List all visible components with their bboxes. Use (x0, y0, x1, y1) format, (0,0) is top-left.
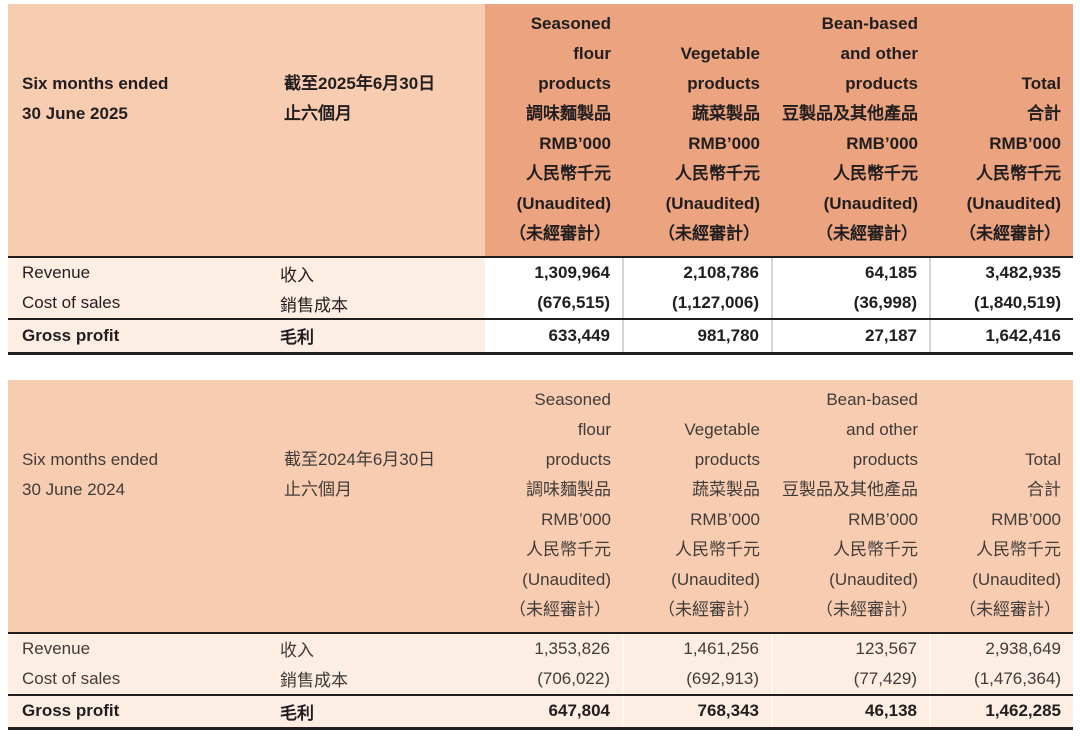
period-label-zh: 截至2025年6月30日 止六個月 (270, 4, 485, 258)
period-zh-line2: 止六個月 (284, 479, 352, 499)
period-en-line1: Six months ended (22, 449, 159, 469)
table-row-cost-of-sales: Cost of sales 銷售成本 (706,022) (692,913) (… (8, 663, 1073, 696)
cell-value: (1,840,519) (929, 288, 1073, 320)
cell-value: 633,449 (485, 319, 623, 355)
period-en-line2: 30 June 2024 (22, 479, 126, 499)
period-zh-line1: 截至2024年6月30日 (284, 449, 436, 469)
cell-value: 3,482,935 (929, 257, 1073, 288)
period-zh-line2: 止六個月 (284, 104, 352, 123)
cell-value: (77,429) (771, 663, 930, 696)
cell-value: 981,780 (622, 319, 772, 355)
cell-value: 768,343 (622, 694, 772, 730)
table-row-revenue: Revenue 收入 1,309,964 2,108,786 64,185 3,… (8, 257, 1073, 288)
cell-value: 1,353,826 (485, 632, 623, 664)
cell-value: (676,515) (485, 288, 623, 320)
row-label-en: Cost of sales (8, 663, 270, 696)
cell-value: 1,462,285 (929, 694, 1073, 730)
column-header-bean-based-products: Bean-based and other products 豆製品及其他產品 R… (772, 379, 930, 634)
cell-value: (1,476,364) (929, 663, 1073, 696)
period-label-en: Six months ended 30 June 2024 (8, 379, 270, 634)
cell-value: 1,309,964 (485, 257, 623, 288)
cell-value: (692,913) (622, 663, 772, 696)
row-label-en: Revenue (8, 632, 270, 664)
row-label-en: Gross profit (8, 319, 270, 355)
table-separator (8, 355, 1073, 380)
table-row-cost-of-sales: Cost of sales 銷售成本 (676,515) (1,127,006)… (8, 288, 1073, 320)
column-header-total: Total 合計 RMB’000 人民幣千元 (Unaudited) （未經審計… (930, 4, 1073, 258)
cell-value: (706,022) (485, 663, 623, 696)
cell-value: 123,567 (771, 632, 930, 664)
period-label-zh: 截至2024年6月30日 止六個月 (270, 379, 485, 634)
period-en-line2: 30 June 2025 (22, 104, 128, 123)
cell-value: (1,127,006) (622, 288, 772, 320)
row-label-zh: 銷售成本 (270, 288, 485, 320)
cell-value: (36,998) (771, 288, 930, 320)
cell-value: 64,185 (771, 257, 930, 288)
table-2024-header-row: Six months ended 30 June 2024 截至2024年6月3… (8, 379, 1073, 634)
row-label-zh: 毛利 (270, 694, 485, 730)
period-label-en: Six months ended 30 June 2025 (8, 4, 270, 258)
row-label-zh: 銷售成本 (270, 663, 485, 696)
cell-value: 46,138 (771, 694, 930, 730)
table-2025-header-row: Six months ended 30 June 2025 截至2025年6月3… (8, 4, 1073, 258)
row-label-en: Revenue (8, 257, 270, 288)
segment-table-2025: Six months ended 30 June 2025 截至2025年6月3… (8, 4, 1073, 355)
segment-table-2024: Six months ended 30 June 2024 截至2024年6月3… (8, 379, 1073, 730)
column-header-total: Total 合計 RMB’000 人民幣千元 (Unaudited) （未經審計… (930, 379, 1073, 634)
column-header-vegetable-products: Vegetable products 蔬菜製品 RMB’000 人民幣千元 (U… (623, 4, 772, 258)
period-en-line1: Six months ended (22, 74, 169, 93)
cell-value: 2,938,649 (929, 632, 1073, 664)
cell-value: 1,642,416 (929, 319, 1073, 355)
row-label-zh: 毛利 (270, 319, 485, 355)
column-header-seasoned-flour-products: Seasoned flour products 調味麵製品 RMB’000 人民… (485, 379, 623, 634)
row-label-zh: 收入 (270, 257, 485, 288)
column-header-seasoned-flour-products: Seasoned flour products 調味麵製品 RMB’000 人民… (485, 4, 623, 258)
cell-value: 2,108,786 (622, 257, 772, 288)
row-label-en: Gross profit (8, 694, 270, 730)
row-label-zh: 收入 (270, 632, 485, 664)
cell-value: 1,461,256 (622, 632, 772, 664)
table-row-revenue: Revenue 收入 1,353,826 1,461,256 123,567 2… (8, 632, 1073, 664)
column-header-vegetable-products: Vegetable products 蔬菜製品 RMB’000 人民幣千元 (U… (623, 379, 772, 634)
table-row-gross-profit: Gross profit 毛利 633,449 981,780 27,187 1… (8, 319, 1073, 355)
cell-value: 647,804 (485, 694, 623, 730)
cell-value: 27,187 (771, 319, 930, 355)
row-label-en: Cost of sales (8, 288, 270, 320)
period-zh-line1: 截至2025年6月30日 (284, 74, 436, 93)
table-row-gross-profit: Gross profit 毛利 647,804 768,343 46,138 1… (8, 694, 1073, 730)
column-header-bean-based-products: Bean-based and other products 豆製品及其他產品 R… (772, 4, 930, 258)
